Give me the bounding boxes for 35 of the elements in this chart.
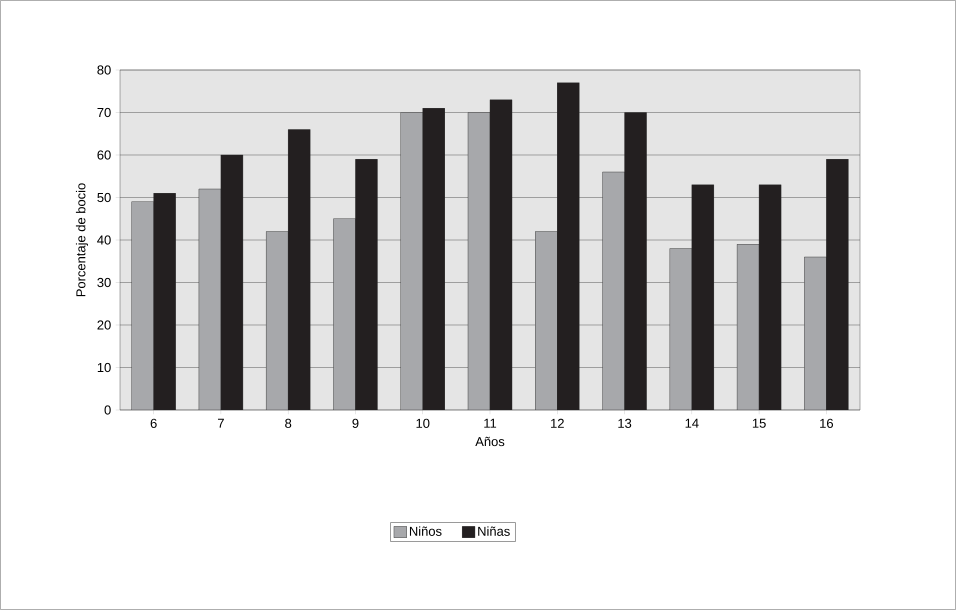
x-tick-label: 8	[285, 418, 292, 428]
y-tick-label: 80	[97, 65, 111, 75]
y-tick-label: 20	[97, 320, 111, 330]
x-tick-label: 13	[618, 418, 632, 428]
bar	[602, 172, 625, 410]
y-tick-label: 10	[98, 362, 111, 372]
y-tick-label: 30	[97, 278, 111, 288]
bar	[737, 244, 760, 410]
x-axis-title: Años	[475, 436, 504, 446]
y-tick-label: 70	[98, 108, 111, 118]
bar	[804, 256, 827, 410]
bar	[198, 189, 221, 410]
x-tick-label: 6	[150, 418, 157, 428]
y-tick-label: 0	[104, 405, 111, 415]
x-tick-label: 11	[484, 418, 496, 428]
x-tick-label: 16	[820, 418, 834, 428]
bar	[535, 232, 558, 410]
legend-label: Niñas	[478, 526, 510, 536]
y-tick-label: 50	[97, 192, 111, 202]
y-tick-label: 60	[97, 150, 111, 160]
y-axis-title: Porcentaje de bocio	[76, 183, 88, 296]
x-tick-label: 12	[551, 418, 564, 428]
bar	[132, 202, 154, 410]
bar	[333, 218, 356, 410]
x-tick-label: 10	[416, 418, 430, 428]
bar	[670, 248, 692, 410]
legend-label: Niños	[410, 526, 442, 536]
bar	[468, 112, 490, 410]
bar	[400, 112, 423, 410]
x-tick-label: 15	[752, 418, 766, 428]
x-tick-label: 14	[686, 418, 699, 428]
y-tick-label: 40	[97, 235, 111, 245]
bar	[266, 232, 288, 410]
x-tick-label: 9	[352, 418, 358, 428]
x-tick-label: 7	[218, 418, 224, 428]
